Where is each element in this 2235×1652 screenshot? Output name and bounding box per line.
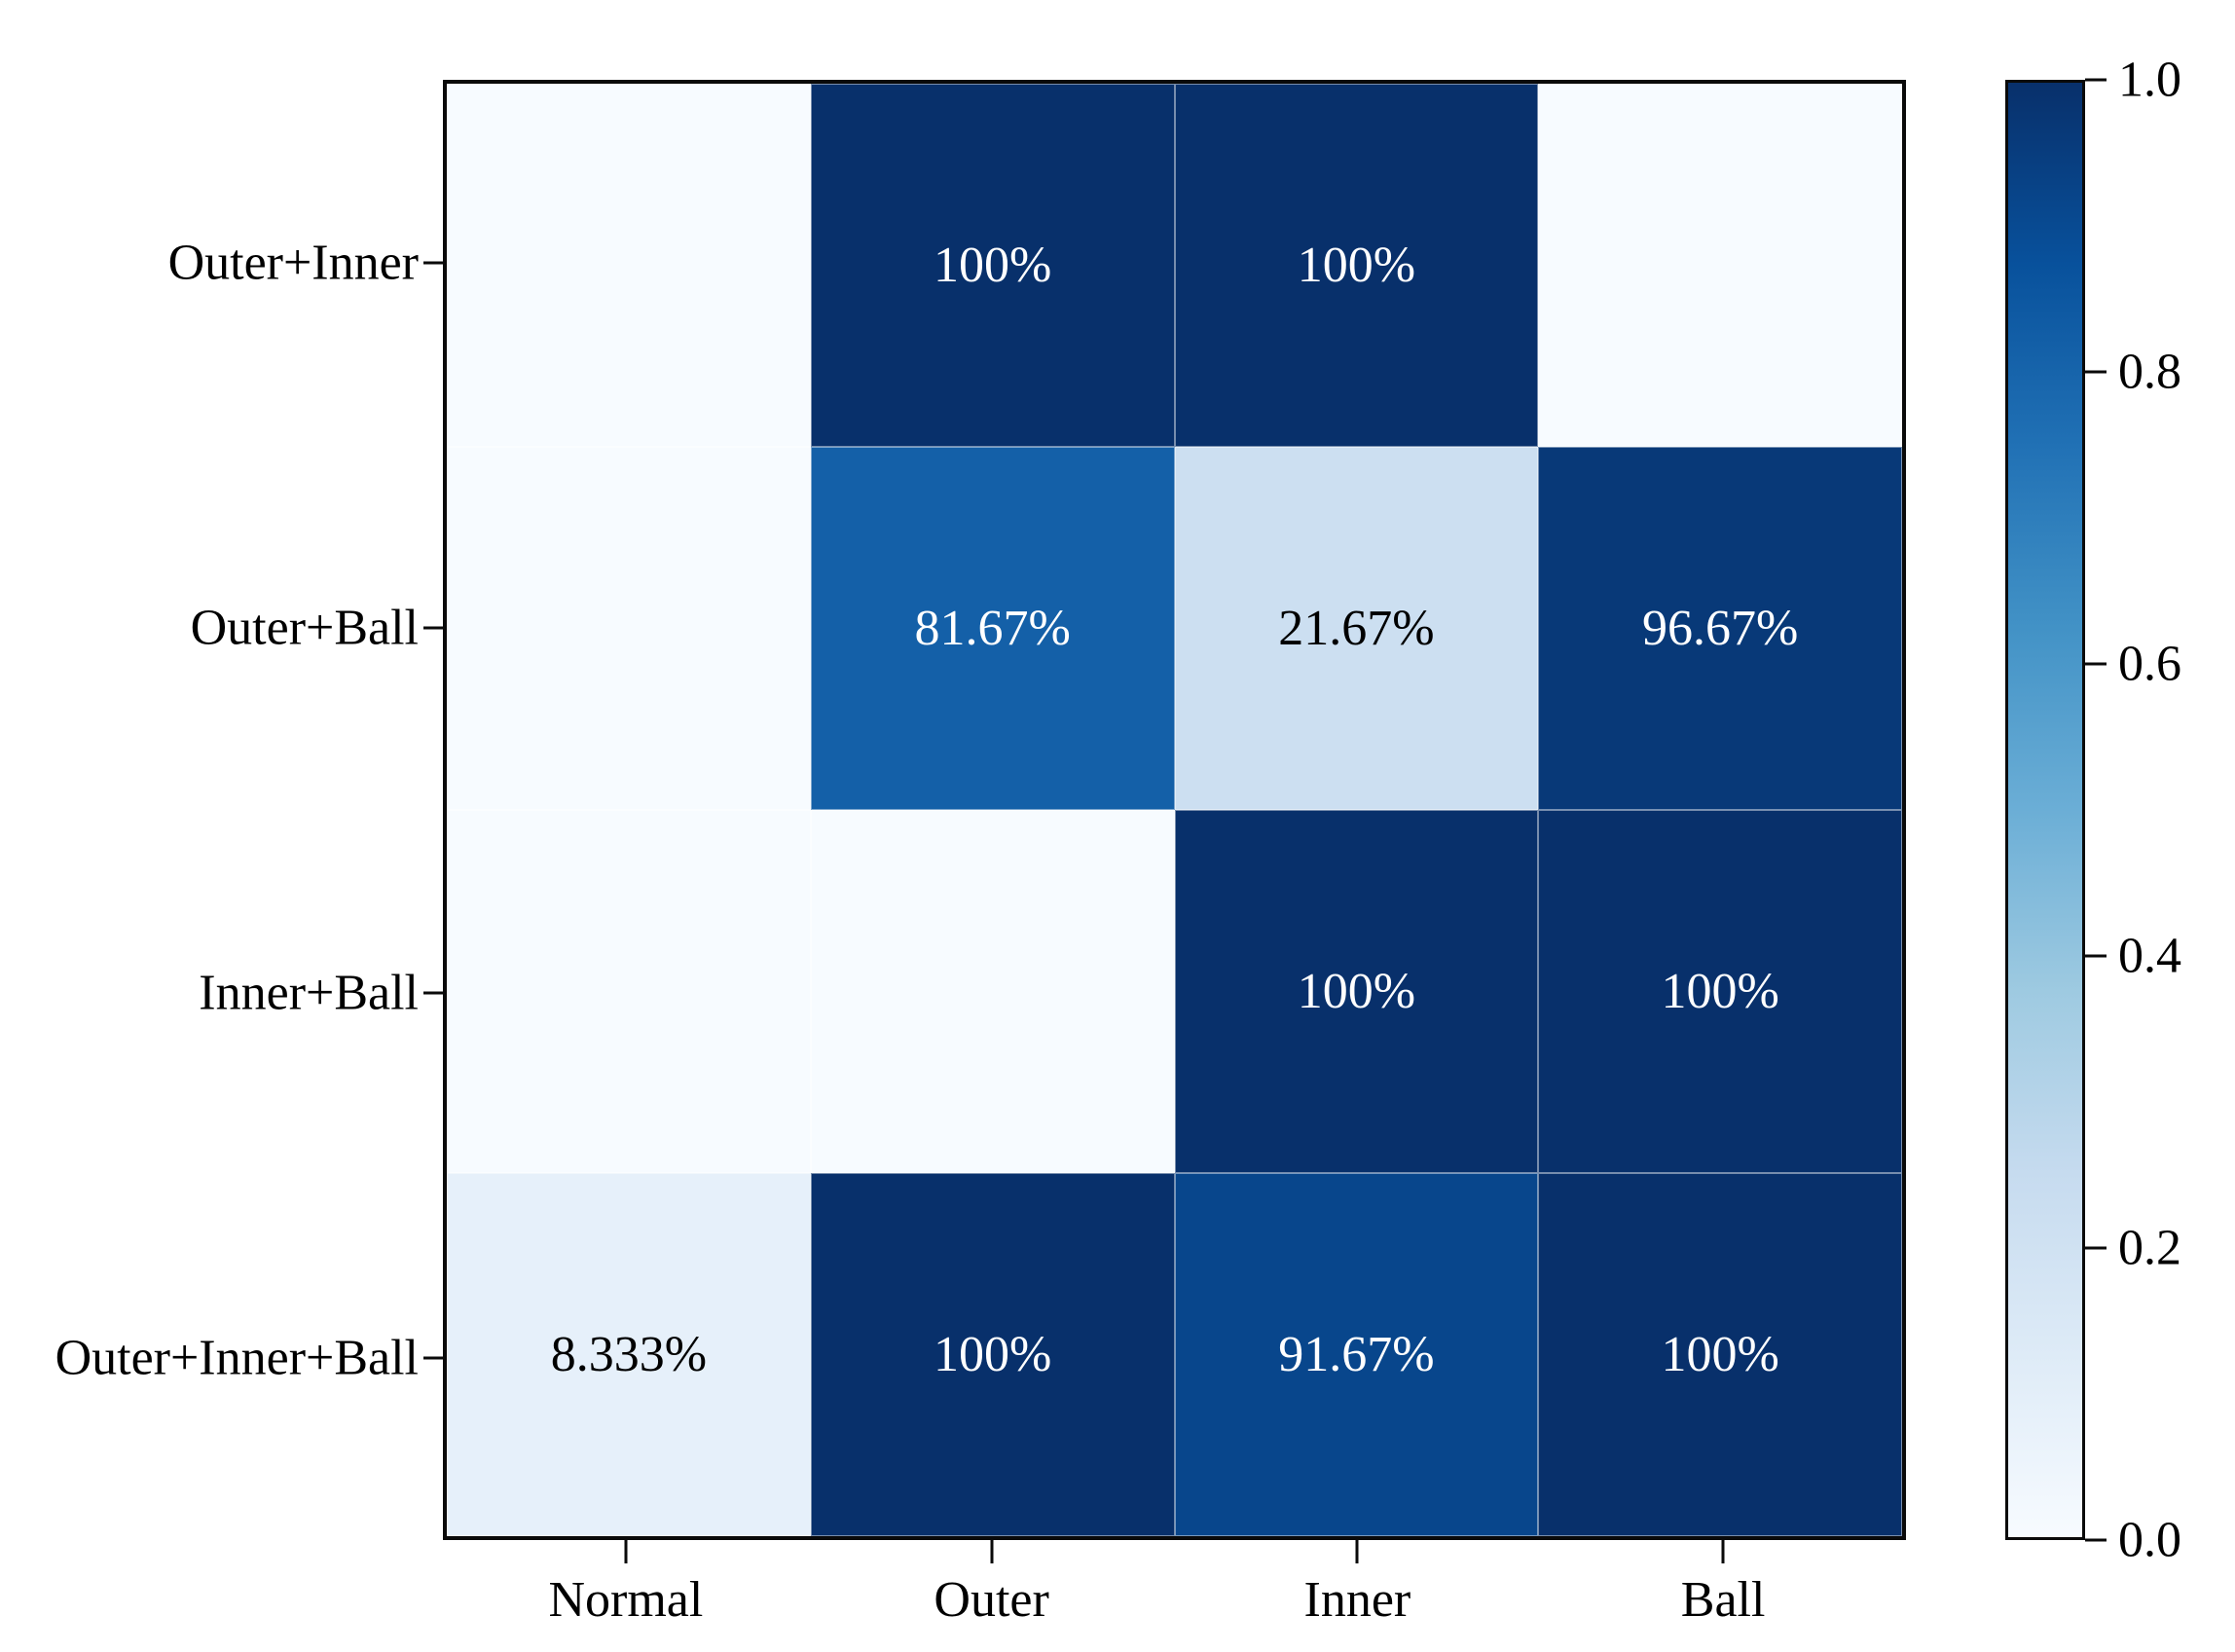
y-axis: Outer+Inner Outer+Ball Inner+Ball Outer+Inn… [0, 80, 443, 1540]
heatmap-cell: 100% [810, 1173, 1175, 1536]
colorbar-tick-label: 0.8 [2118, 344, 2181, 400]
heatmap-cell: 100% [810, 84, 1175, 447]
colorbar-tick-mark [2085, 78, 2107, 82]
x-axis: Normal Outer Inner Ball [443, 1540, 1906, 1652]
colorbar-tick-mark [2085, 662, 2107, 666]
cell-value-label: 91.67% [1278, 1326, 1435, 1382]
heatmap-cell [1538, 84, 1902, 447]
cell-value-label: 100% [1297, 963, 1416, 1019]
x-tick-mark [1355, 1540, 1359, 1563]
colorbar-tick-mark [2085, 1246, 2107, 1250]
heatmap-cell: 81.67% [810, 447, 1175, 810]
cell-value-label: 100% [1297, 237, 1416, 293]
x-axis-label: Ball [1680, 1572, 1766, 1628]
cell-value-label: 81.67% [914, 600, 1071, 656]
y-axis-label: Outer+Inner+Ball [55, 1330, 419, 1385]
heatmap-cell: 21.67% [1174, 447, 1539, 810]
y-tick-mark [423, 991, 443, 994]
y-axis-label: Outer+Inner [167, 235, 419, 290]
heatmap-cell: 96.67% [1538, 447, 1902, 810]
cell-value-label: 96.67% [1641, 600, 1799, 656]
x-tick-mark [624, 1540, 628, 1563]
colorbar-tick-mark [2085, 1538, 2107, 1542]
heatmap-cell: 100% [1538, 1173, 1902, 1536]
cell-value-label: 100% [933, 237, 1052, 293]
colorbar-tick-mark [2085, 370, 2107, 374]
cell-value-label: 100% [933, 1326, 1052, 1382]
heatmap-cell: 100% [1538, 810, 1902, 1173]
y-tick-mark [423, 261, 443, 264]
y-axis-label: Inner+Ball [199, 965, 419, 1020]
cell-value-label: 100% [1661, 963, 1779, 1019]
colorbar-tick-label: 0.0 [2118, 1512, 2181, 1568]
heatmap-cell [447, 84, 811, 447]
colorbar-tick-label: 0.4 [2118, 928, 2181, 984]
colorbar-tick-label: 1.0 [2118, 52, 2181, 108]
cell-value-label: 8.333% [550, 1326, 708, 1382]
y-tick-mark [423, 626, 443, 629]
colorbar-gradient [2005, 80, 2085, 1540]
cell-value-label: 21.67% [1278, 600, 1435, 656]
heatmap-cell [447, 810, 811, 1173]
heatmap-cell: 100% [1174, 84, 1539, 447]
colorbar-tick-mark [2085, 954, 2107, 958]
x-axis-label: Inner [1303, 1572, 1411, 1628]
heatmap-cell [447, 447, 811, 810]
heatmap-cell [810, 810, 1175, 1173]
x-tick-mark [1721, 1540, 1725, 1563]
heatmap-grid: 100% 100% 81.67% 21.67% 96.67% 100% 100% 8.333%… [443, 80, 1906, 1540]
x-tick-mark [990, 1540, 994, 1563]
y-tick-mark [423, 1356, 443, 1359]
heatmap-cell: 8.333% [447, 1173, 811, 1536]
colorbar-tick-label: 0.2 [2118, 1220, 2181, 1276]
colorbar: 1.0 0.8 0.6 0.4 0.2 0.0 [2005, 53, 2235, 1568]
cell-value-label: 100% [1661, 1326, 1779, 1382]
x-axis-label: Normal [548, 1572, 704, 1628]
y-axis-label: Outer+Ball [190, 600, 419, 655]
heatmap-cell: 100% [1174, 810, 1539, 1173]
x-axis-label: Outer [934, 1572, 1049, 1628]
heatmap-cell: 91.67% [1174, 1173, 1539, 1536]
colorbar-tick-label: 0.6 [2118, 636, 2181, 692]
